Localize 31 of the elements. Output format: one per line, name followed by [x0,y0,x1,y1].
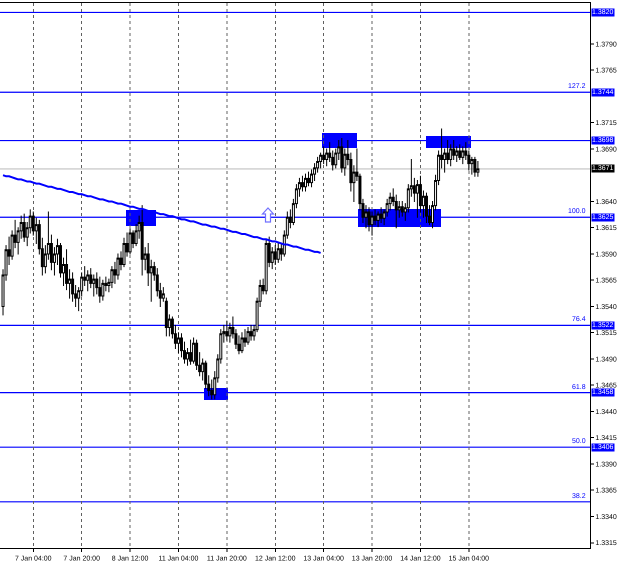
candlestick [376,211,380,228]
candlestick [416,180,419,218]
candlestick [276,242,280,263]
candlestick [400,200,404,217]
candlestick [473,156,476,177]
candlestick [128,228,132,254]
candlestick [246,326,250,345]
candlestick [22,214,26,242]
candlestick [340,138,344,173]
candlestick [449,144,452,166]
candlestick [250,324,253,341]
candlestick [304,174,307,192]
candlestick [86,270,90,292]
candlestick [189,340,192,365]
candlestick [274,245,277,265]
candlestick [264,238,268,294]
candlestick [110,266,114,288]
candlestick [101,280,104,301]
candlestick [240,332,244,354]
candlestick [461,146,464,164]
candlestick [424,192,428,223]
candlestick [140,205,144,276]
candlestick [458,144,462,160]
candlestick [225,320,228,341]
candlestick [476,161,480,177]
candlestick [98,276,102,303]
candlestick [116,253,120,280]
candlestick [322,146,326,164]
candlestick [380,207,383,223]
candlestick [370,211,374,236]
candlestick [368,207,371,232]
